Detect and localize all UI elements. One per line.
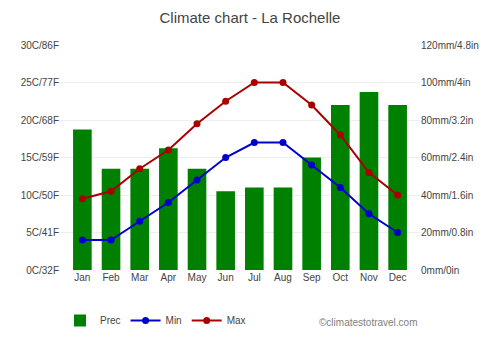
svg-text:Oct: Oct [333,272,349,283]
svg-text:15C/59F: 15C/59F [21,152,59,163]
svg-text:30C/86F: 30C/86F [21,40,59,51]
svg-text:Feb: Feb [102,272,120,283]
svg-text:Min: Min [166,315,182,326]
svg-text:Sep: Sep [303,272,321,283]
svg-text:Max: Max [227,315,246,326]
svg-text:120mm/4.8in: 120mm/4.8in [421,40,479,51]
svg-text:80mm/3.2in: 80mm/3.2in [421,115,473,126]
svg-text:10C/50F: 10C/50F [21,190,59,201]
svg-text:40mm/1.6in: 40mm/1.6in [421,190,473,201]
svg-text:Jan: Jan [74,272,90,283]
svg-text:Aug: Aug [274,272,292,283]
svg-text:0mm/0in: 0mm/0in [421,265,459,276]
svg-text:Prec: Prec [100,315,121,326]
svg-text:Jun: Jun [218,272,234,283]
svg-text:Dec: Dec [389,272,407,283]
svg-text:©climatestotravel.com: ©climatestotravel.com [319,317,418,328]
svg-text:20C/68F: 20C/68F [21,115,59,126]
svg-text:60mm/2.4in: 60mm/2.4in [421,152,473,163]
svg-text:0C/32F: 0C/32F [26,265,59,276]
svg-text:25C/77F: 25C/77F [21,77,59,88]
svg-text:Climate chart - La Rochelle: Climate chart - La Rochelle [160,9,341,26]
svg-text:100mm/4in: 100mm/4in [421,77,470,88]
svg-text:5C/41F: 5C/41F [26,227,59,238]
svg-text:Apr: Apr [161,272,177,283]
svg-text:May: May [188,272,207,283]
svg-text:Jul: Jul [248,272,261,283]
svg-text:Nov: Nov [360,272,378,283]
svg-text:Mar: Mar [131,272,149,283]
svg-text:20mm/0.8in: 20mm/0.8in [421,227,473,238]
